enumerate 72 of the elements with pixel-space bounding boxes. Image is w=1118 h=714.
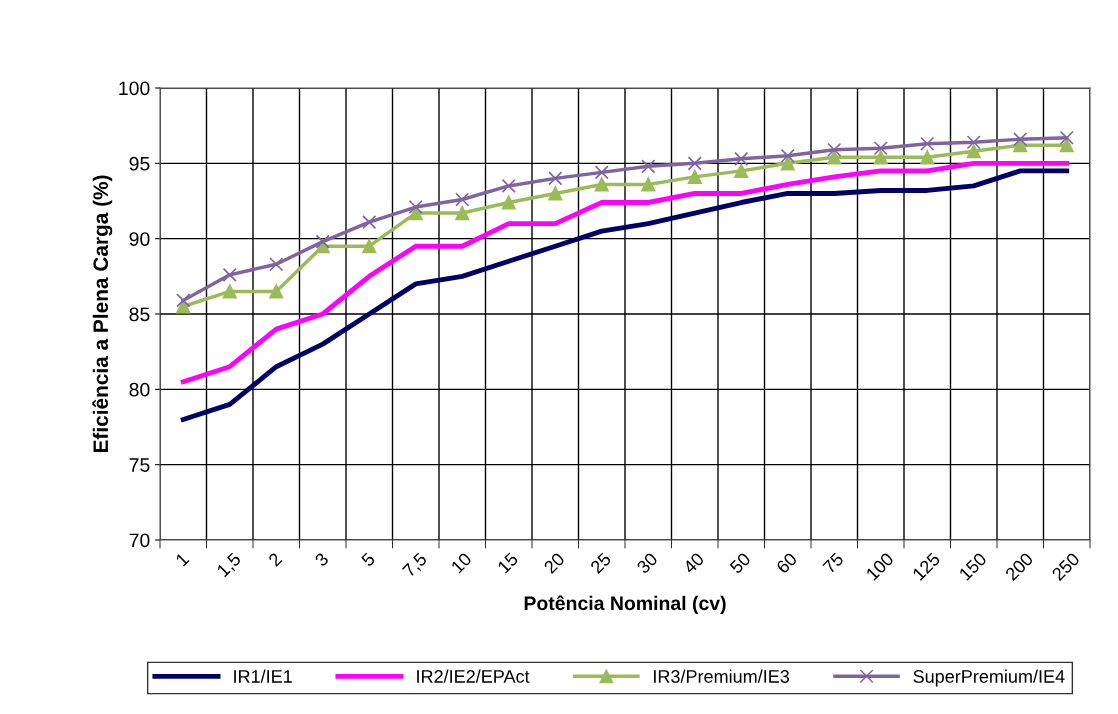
y-tick-label: 75 xyxy=(129,458,150,472)
x-tick-label: 5 xyxy=(360,552,376,568)
point xyxy=(176,299,191,314)
x-tick-label: 2 xyxy=(267,552,283,567)
x-tick-label: 20 xyxy=(543,551,566,575)
legend-label: IR1/IE1 xyxy=(234,669,292,683)
y-tick-label: 90 xyxy=(129,232,150,246)
x-tick-label: 50 xyxy=(729,551,752,575)
point xyxy=(455,192,470,207)
point xyxy=(687,156,702,171)
legend-label: IR3/Premium/IE3 xyxy=(654,669,790,683)
x-tick-label: 15 xyxy=(497,552,519,574)
y-tick-label: 100 xyxy=(119,81,150,96)
x-tick-label: 200 xyxy=(1004,551,1034,582)
point xyxy=(501,178,516,194)
x-tick-label: 1,5 xyxy=(216,552,244,579)
y-tick-label: 80 xyxy=(129,382,150,397)
point xyxy=(734,151,749,166)
point xyxy=(455,205,470,221)
point xyxy=(362,215,377,230)
point xyxy=(827,142,842,157)
x-tick-label: 125 xyxy=(911,551,941,581)
x-tick-label: 100 xyxy=(865,551,895,581)
point xyxy=(269,257,284,272)
y-tick-label: 95 xyxy=(129,156,150,171)
point xyxy=(1059,138,1074,153)
x-tick-label: 7,5 xyxy=(402,552,430,580)
x-tick-label: 3 xyxy=(314,552,330,568)
point xyxy=(780,156,795,171)
point xyxy=(1059,130,1074,145)
x-tick-label: 60 xyxy=(775,551,798,575)
point xyxy=(641,177,656,192)
point xyxy=(780,148,795,163)
point xyxy=(966,144,981,159)
x-tick-label: 40 xyxy=(682,551,705,575)
x-tick-label: 150 xyxy=(958,551,988,581)
point xyxy=(222,267,237,282)
x-tick-label: 30 xyxy=(636,551,659,575)
point xyxy=(873,141,888,156)
line-series xyxy=(180,160,1070,385)
point xyxy=(873,150,888,165)
point xyxy=(1013,132,1028,147)
x-tick-label: 75 xyxy=(822,552,845,575)
point xyxy=(269,284,284,299)
line-series xyxy=(180,168,1070,422)
point xyxy=(548,186,563,201)
y-axis-title: Eficiência a Plena Carga (%) xyxy=(92,175,113,453)
x-tick-label: 1 xyxy=(175,552,190,567)
point xyxy=(920,150,935,165)
x-axis-title: Potência Nominal (cv) xyxy=(524,595,726,614)
point xyxy=(176,293,191,308)
legend-label: SuperPremium/IE4 xyxy=(913,669,1065,687)
point xyxy=(920,136,935,151)
point xyxy=(315,234,330,249)
x-tick-label: 10 xyxy=(450,551,473,574)
point xyxy=(222,284,237,299)
y-tick-label: 70 xyxy=(129,533,150,548)
point xyxy=(408,199,423,215)
point xyxy=(827,150,842,165)
x-tick-label: 250 xyxy=(1051,551,1081,582)
x-tick-label: 25 xyxy=(589,551,612,575)
point xyxy=(594,165,609,180)
legend-label: IR2/IE2/EPAct xyxy=(417,669,530,683)
point xyxy=(362,239,377,254)
point xyxy=(734,163,749,178)
point xyxy=(501,195,516,210)
point xyxy=(687,169,702,184)
point xyxy=(641,159,656,174)
y-tick-label: 85 xyxy=(129,307,150,322)
point xyxy=(548,171,563,186)
point xyxy=(594,177,609,192)
point xyxy=(966,135,981,150)
